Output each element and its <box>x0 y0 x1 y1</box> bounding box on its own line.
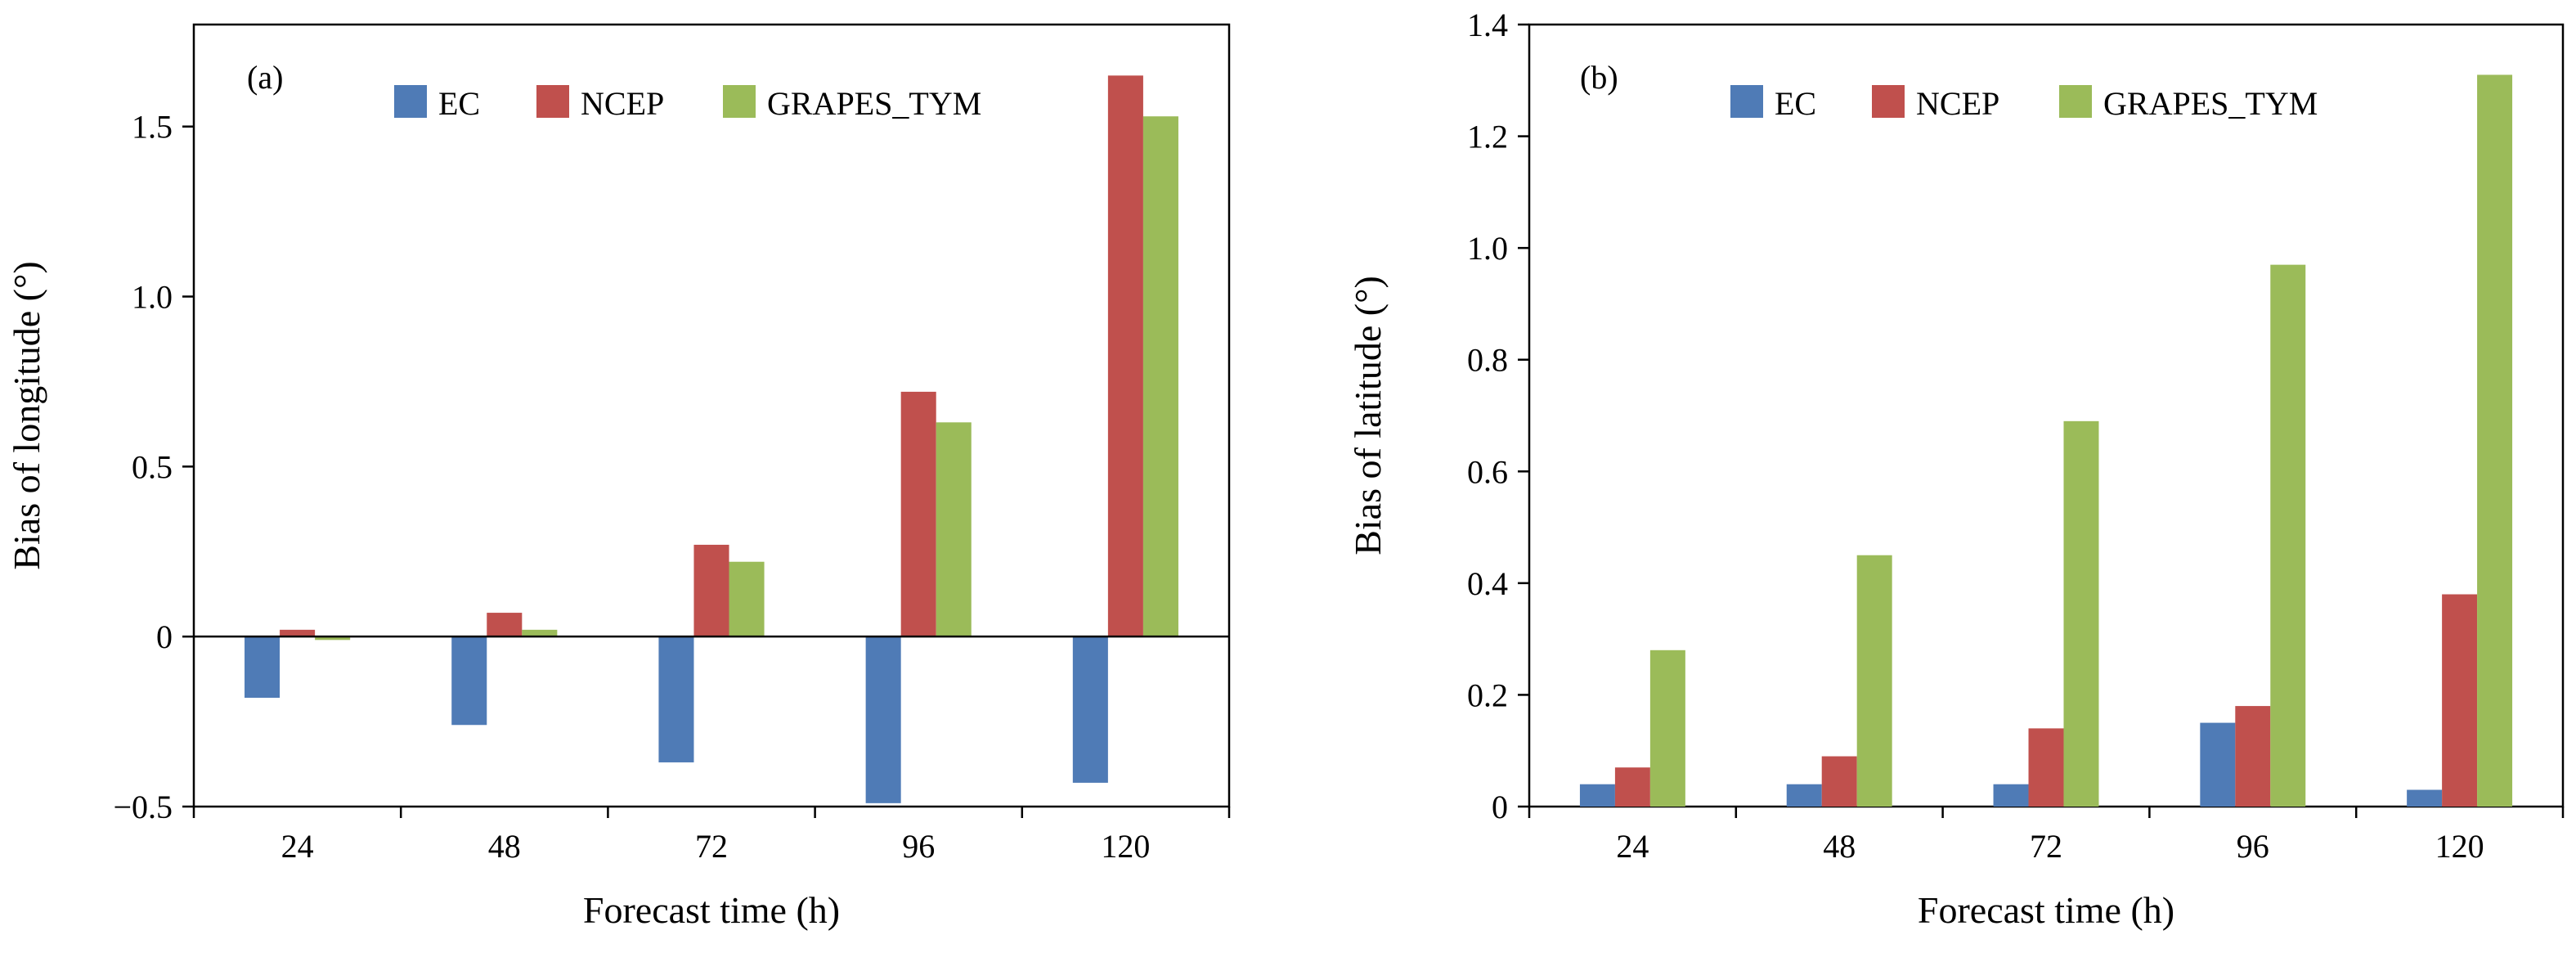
y-tick-label: 1.0 <box>132 279 173 316</box>
bar-grapes-tym <box>315 636 351 641</box>
y-tick-label: −0.5 <box>113 789 173 825</box>
legend-label: EC <box>438 85 480 122</box>
legend-swatch <box>1730 85 1763 118</box>
legend-swatch <box>1872 85 1905 118</box>
bar-ncep <box>2235 706 2271 807</box>
bar-ec <box>1993 784 2029 807</box>
bar-ncep <box>693 544 729 637</box>
x-axis-title: Forecast time (h) <box>1918 889 2174 931</box>
legend-label: GRAPES_TYM <box>767 85 981 122</box>
y-tick-label: 0 <box>156 618 173 655</box>
x-tick-label: 24 <box>1616 828 1649 865</box>
legend-label: EC <box>1775 85 1816 122</box>
x-tick-label: 48 <box>488 828 521 865</box>
y-tick-label: 0.8 <box>1467 342 1508 379</box>
panel-label: (a) <box>247 59 283 96</box>
y-tick-label: 1.2 <box>1467 119 1508 155</box>
x-tick-label: 120 <box>2435 828 2484 865</box>
x-tick-label: 72 <box>2030 828 2062 865</box>
bar-ncep <box>487 613 523 637</box>
y-axis-title: Bias of longitude (°) <box>6 261 47 569</box>
y-tick-label: 0.4 <box>1467 565 1508 602</box>
x-tick-label: 72 <box>695 828 728 865</box>
bar-ec <box>658 636 694 762</box>
x-tick-label: 48 <box>1823 828 1856 865</box>
y-tick-label: 0.6 <box>1467 453 1508 490</box>
x-tick-label: 96 <box>2237 828 2269 865</box>
bar-ec <box>1786 784 1822 807</box>
bar-ncep <box>1821 756 1857 807</box>
x-axis-title: Forecast time (h) <box>583 889 840 931</box>
bar-grapes-tym <box>1142 116 1178 637</box>
y-tick-label: 1.5 <box>132 109 173 146</box>
bar-ec <box>1072 636 1108 783</box>
bar-ec <box>865 636 901 803</box>
bar-ncep <box>2028 728 2064 807</box>
panel-a-chart: −0.5 0 0.5 1.0 1.5 24 48 72 96 120 (a) EC NCEP GRAPES… <box>6 23 1231 931</box>
bar-ec <box>2200 722 2236 807</box>
legend-swatch <box>723 85 756 118</box>
legend-label: NCEP <box>1916 85 1999 122</box>
plot-frame <box>192 23 1231 808</box>
bar-ncep <box>2442 594 2478 807</box>
y-axis-title: Bias of latitude (°) <box>1347 276 1389 555</box>
bar-grapes-tym <box>2270 264 2306 807</box>
x-tick-label: 120 <box>1101 828 1150 865</box>
y-tick-label: 1.0 <box>1467 230 1508 267</box>
legend-swatch <box>394 85 427 118</box>
bar-grapes-tym <box>1856 555 1892 807</box>
y-tick-label: 0.5 <box>132 448 173 485</box>
legend-label: GRAPES_TYM <box>2103 85 2318 122</box>
bar-ncep <box>1614 767 1650 807</box>
bar-grapes-tym <box>1649 650 1685 807</box>
bar-ec <box>1579 784 1615 807</box>
panel-b-chart: 0 0.2 0.4 0.6 0.8 1.0 1.2 1.4 24 48 72 96 120 (b) EC NC… <box>1347 7 2565 931</box>
bar-ncep <box>280 629 316 637</box>
bar-ec <box>245 636 280 698</box>
bar-grapes-tym <box>522 629 558 637</box>
y-tick-label: 0.2 <box>1467 677 1508 713</box>
bar-grapes-tym <box>729 561 765 637</box>
bar-grapes-tym <box>2063 420 2099 807</box>
y-tick-label: 0 <box>1492 789 1508 825</box>
bar-ec <box>2407 789 2443 807</box>
panel-label: (b) <box>1580 59 1618 96</box>
x-tick-label: 96 <box>902 828 935 865</box>
x-tick-label: 24 <box>281 828 314 865</box>
bar-ec <box>451 636 487 726</box>
bar-grapes-tym <box>936 422 972 637</box>
bar-grapes-tym <box>2477 74 2513 807</box>
bar-ncep <box>1107 75 1143 637</box>
legend-label: NCEP <box>581 85 664 122</box>
bar-ncep <box>900 391 936 637</box>
legend-swatch <box>2059 85 2092 118</box>
y-tick-label: 1.4 <box>1467 7 1508 43</box>
legend-swatch <box>536 85 569 118</box>
